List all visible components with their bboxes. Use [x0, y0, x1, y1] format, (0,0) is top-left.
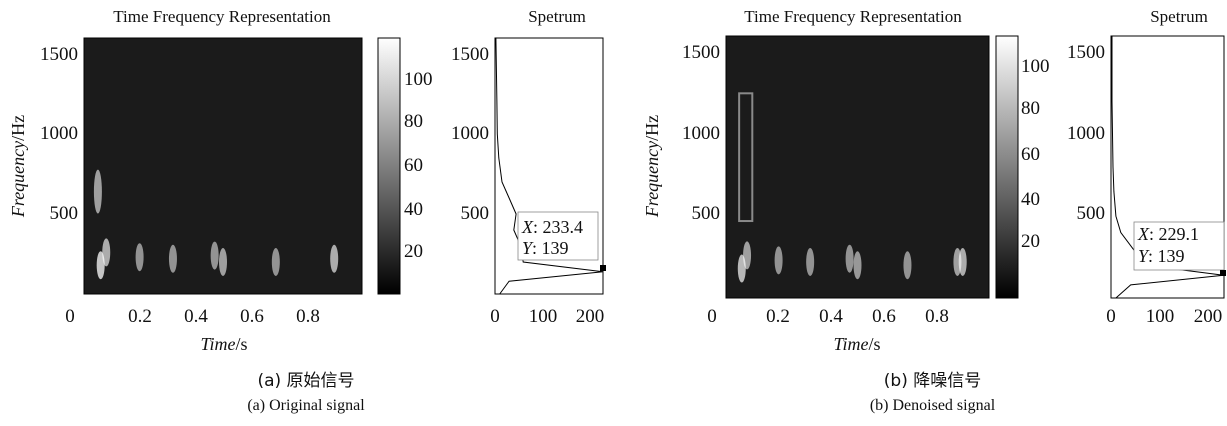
tfr-hotspot: [774, 246, 783, 275]
tfr-hotspot: [271, 248, 280, 276]
tfr-title: Time Frequency Representation: [113, 7, 331, 26]
tfr-hotspot: [903, 251, 912, 280]
tfr-hotspots: [93, 169, 339, 280]
tfr-xtick: 0.8: [925, 306, 949, 327]
tfr-xtick: 0.4: [184, 306, 208, 327]
colorbar-tick: 40: [1021, 189, 1040, 210]
panel-original: Time Frequency Representation 1500 1000 …: [0, 0, 612, 421]
spectrum-ytick: 500: [1077, 203, 1106, 224]
datatip-x: X: 229.1: [1137, 224, 1199, 244]
caption-cn: (b) 降噪信号: [883, 371, 982, 391]
colorbar-tick: 60: [1021, 144, 1040, 165]
tfr-ytick: 1000: [682, 123, 720, 144]
tfr-ytick: 500: [692, 203, 721, 224]
tfr-hotspot: [806, 247, 815, 276]
colorbar: [377, 37, 401, 295]
tfr-hotspot: [102, 238, 111, 267]
tfr-xtick: 0.2: [128, 306, 152, 327]
tfr-xlabel: Time/s: [833, 334, 880, 354]
colorbar: [995, 35, 1019, 299]
spectrum-xtick: 100: [529, 306, 558, 327]
caption-cn: (a) 原始信号: [257, 371, 355, 391]
tfr-ytick: 1000: [40, 123, 78, 144]
tfr-hotspot: [93, 169, 102, 214]
datatip-x: X: 233.4: [521, 217, 583, 237]
tfr-ylabel: Frequency/Hz: [642, 115, 662, 218]
tfr-ylabel: Frequency/Hz: [8, 115, 28, 218]
spectrum-title: Spetrum: [528, 7, 586, 26]
spectrum-xtick: 200: [1194, 306, 1223, 327]
spectrum-xtick: 0: [1106, 306, 1116, 327]
tfr-hotspot: [845, 244, 854, 273]
tfr-hotspots: [737, 241, 967, 283]
tfr-ytick: 500: [50, 203, 79, 224]
tfr-hotspot: [210, 241, 219, 270]
tfr-hotspot: [958, 247, 967, 276]
tfr-xtick: 0: [707, 306, 717, 327]
colorbar-tick: 80: [404, 111, 423, 132]
caption-en: (b) Denoised signal: [869, 397, 996, 414]
datatip-box: [517, 211, 599, 261]
datatip-y: Y: 139: [522, 238, 569, 258]
tfr-xtick: 0.6: [240, 306, 264, 327]
datatip-marker: [600, 265, 606, 271]
colorbar-tick: 40: [404, 199, 423, 220]
tfr-title: Time Frequency Representation: [744, 7, 962, 26]
highlight-box: [738, 92, 754, 223]
colorbar-tick: 60: [404, 155, 423, 176]
datatip-box: [1133, 221, 1225, 271]
tfr-hotspot: [743, 241, 752, 270]
spectrum-xtick: 0: [490, 306, 500, 327]
tfr-xtick: 0.6: [872, 306, 896, 327]
spectrum-ytick: 500: [461, 203, 490, 224]
tfr-xtick: 0.4: [819, 306, 843, 327]
spectrum-ytick: 1000: [1067, 123, 1105, 144]
spectrum-title: Spetrum: [1150, 7, 1208, 26]
datatip-y: Y: 139: [1138, 246, 1185, 266]
spectrum-line: [495, 37, 604, 295]
colorbar-tick: 20: [404, 241, 423, 262]
tfr-hotspot: [168, 244, 177, 273]
tfr-xtick: 0.8: [296, 306, 320, 327]
colorbar-tick: 20: [1021, 231, 1040, 252]
tfr-hotspot: [853, 251, 862, 280]
tfr-xlabel: Time/s: [200, 334, 247, 354]
spectrum-ytick: 1500: [451, 44, 489, 65]
panel-denoised: Time Frequency Representation 1500 1000 …: [638, 0, 1227, 421]
colorbar-tick: 100: [1021, 56, 1050, 77]
tfr-xtick: 0.2: [766, 306, 790, 327]
tfr-ytick: 1500: [40, 44, 78, 65]
figure-denoised: Time Frequency Representation 1500 1000 …: [642, 7, 1226, 354]
spectrum-ytick: 1000: [451, 123, 489, 144]
tfr-hotspot: [330, 244, 339, 273]
caption-en: (a) Original signal: [247, 397, 365, 414]
tfr-xtick: 0: [65, 306, 75, 327]
spectrum-xtick: 200: [576, 306, 605, 327]
datatip-marker: [1220, 270, 1226, 276]
figure-original: Time Frequency Representation 1500 1000 …: [8, 7, 606, 354]
colorbar-tick: 100: [404, 69, 433, 90]
spectrum-xtick: 100: [1146, 306, 1175, 327]
tfr-hotspot: [219, 248, 227, 276]
spectrum-ytick: 1500: [1067, 42, 1105, 63]
tfr-hotspot: [135, 243, 144, 272]
colorbar-tick: 80: [1021, 98, 1040, 119]
tfr-ytick: 1500: [682, 42, 720, 63]
